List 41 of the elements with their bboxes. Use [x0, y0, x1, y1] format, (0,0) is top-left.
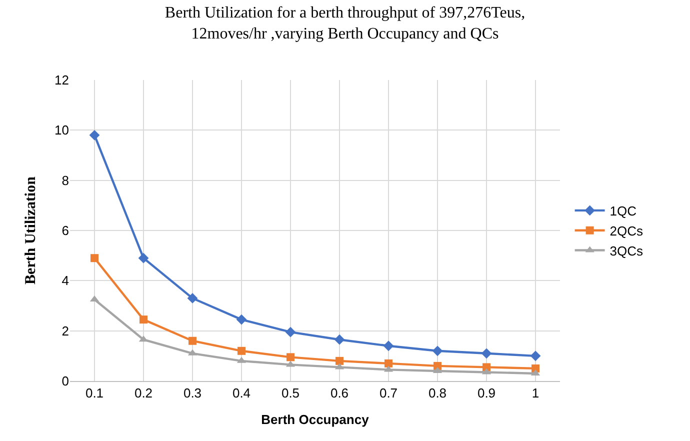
point [384, 359, 392, 368]
x-tick-label: 0.2 [134, 386, 153, 401]
point [482, 363, 490, 372]
point [530, 350, 541, 362]
y-axis-title: Berth Utilization [22, 176, 39, 284]
point [334, 334, 345, 345]
chart-title: Berth Utilization for a berth throughput of 397,276Teus, 12moves/hr ,varying Berth Occupancy and QCs [164, 4, 526, 42]
x-tick-label: 1 [532, 386, 540, 401]
legend-label: 1QC [610, 204, 637, 219]
point [238, 346, 246, 355]
x-tick-label: 0.9 [477, 386, 496, 401]
point [383, 340, 394, 352]
y-tick-label: 2 [62, 323, 69, 338]
point [432, 346, 443, 356]
y-tick-label: 10 [54, 122, 69, 138]
x-tick-label: 0.4 [232, 386, 251, 401]
point [187, 293, 198, 304]
point [336, 356, 344, 365]
x-tick-label: 0.5 [281, 386, 300, 401]
legend-label: 2QCs [610, 223, 644, 238]
x-tick-label: 0.3 [183, 386, 202, 401]
point [138, 252, 149, 264]
point [140, 316, 148, 324]
x-axis-title: Berth Occupancy [261, 412, 370, 428]
y-tick-label: 8 [62, 172, 69, 188]
y-tick-label: 0 [62, 374, 69, 389]
point [481, 348, 492, 359]
x-tick-label: 0.8 [428, 386, 447, 401]
point [89, 130, 100, 140]
y-tick-label: 12 [54, 72, 69, 88]
point [236, 314, 247, 325]
x-tick-label: 0.6 [330, 386, 349, 401]
point [285, 326, 296, 338]
point [286, 353, 294, 362]
point [90, 254, 98, 262]
y-tick-label: 6 [62, 223, 69, 238]
legend-label: 3QCs [610, 243, 644, 258]
y-tick-label: 4 [62, 273, 69, 288]
x-tick-label: 0.7 [379, 386, 398, 401]
point [188, 336, 196, 345]
x-tick-label: 0.1 [85, 386, 104, 401]
